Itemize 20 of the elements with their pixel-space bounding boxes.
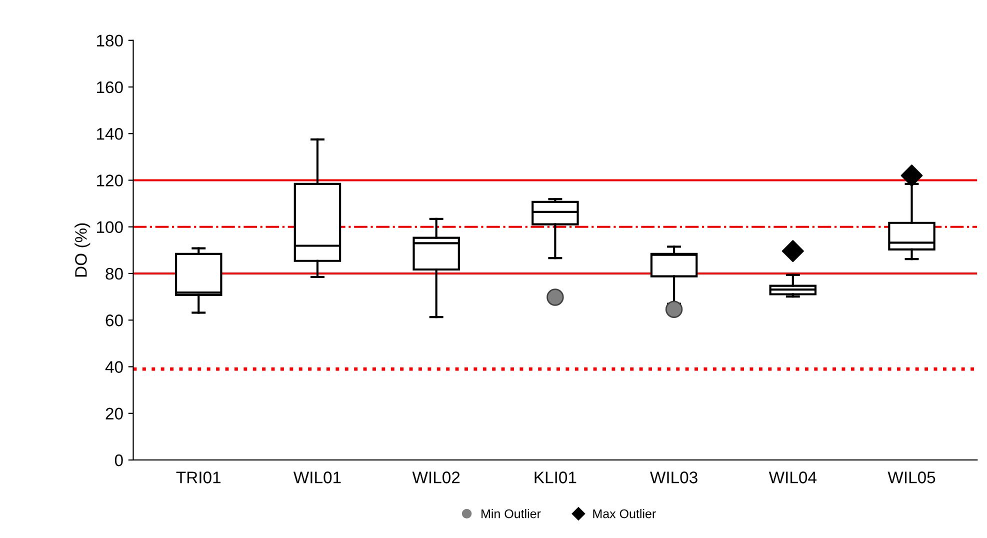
- x-tick-label: WIL02: [412, 472, 460, 484]
- y-tick-label: 60: [106, 314, 123, 326]
- x-tick-label: KLI01: [534, 472, 576, 484]
- y-tick-label: 140: [96, 128, 123, 140]
- x-tick-label: TRI01: [176, 472, 220, 484]
- y-axis-title: DO (%): [74, 223, 90, 277]
- x-tick-label: WIL04: [768, 472, 816, 484]
- y-tick-label: 80: [106, 268, 123, 280]
- legend-label: Min Outlier: [482, 509, 541, 518]
- x-tick-label: WIL03: [650, 472, 698, 484]
- y-tick-label: 180: [96, 34, 123, 47]
- y-tick-label: 100: [96, 221, 123, 234]
- legend-label: Max Outlier: [593, 509, 656, 518]
- y-tick-label: 40: [105, 361, 123, 373]
- x-tick-label: WIL01: [293, 472, 341, 484]
- y-tick-label: 0: [114, 454, 123, 466]
- y-tick-label: 20: [106, 408, 123, 420]
- y-tick-label: 160: [96, 81, 123, 94]
- x-tick-label: WIL05: [888, 472, 936, 484]
- y-tick-label: 120: [96, 174, 123, 186]
